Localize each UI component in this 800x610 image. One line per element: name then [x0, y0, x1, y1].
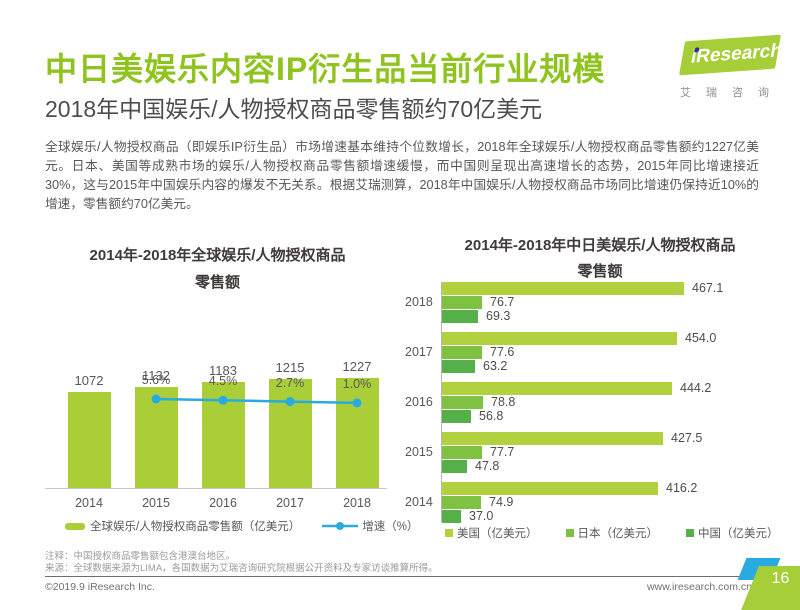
value-2014-series-2: 37.0	[469, 509, 494, 523]
value-2015-series-0: 427.5	[671, 431, 703, 445]
y-tick-2016: 2016	[405, 395, 433, 409]
chart-left-legend: 全球娱乐/人物授权商品零售额（亿美元） 增速（%）	[65, 518, 418, 534]
legend-usa-label: 美国（亿美元）	[457, 528, 538, 540]
footnote-1: 注释：中国授权商品零售额包含港澳台地区。	[45, 551, 236, 562]
bar-2018	[336, 378, 379, 488]
value-2016-series-1: 78.8	[491, 395, 516, 409]
bar-value-2017: 1215	[275, 360, 305, 375]
bar-2014-series-2	[442, 510, 461, 523]
bar-2018-series-0	[442, 282, 684, 295]
value-2016-series-2: 56.8	[479, 409, 504, 423]
bar-2016-series-1	[442, 396, 483, 409]
bar-2018-series-2	[442, 310, 478, 323]
logo-chinese-name: 艾瑞咨询	[680, 87, 784, 99]
bar-2014	[68, 392, 111, 488]
y-tick-2014: 2014	[405, 495, 433, 509]
bar-value-2014: 1072	[74, 373, 104, 388]
iresearch-logo: iResearch 艾瑞咨询	[679, 34, 784, 102]
chart-left-x-axis	[45, 488, 387, 489]
value-2014-series-1: 74.9	[489, 495, 514, 509]
legend-item-japan: 日本（亿美元）	[565, 525, 659, 541]
growth-label-1: 4.5%	[208, 374, 238, 389]
legend-japan-swatch-icon	[565, 529, 574, 537]
footnote-2: 来源：全球数据来源为LIMA，各国数据为艾瑞咨询研究院根据公开资料及专家访谈推算…	[45, 563, 438, 574]
legend-line-label: 增速（%）	[362, 521, 419, 533]
bar-2016-series-0	[442, 382, 672, 395]
legend-china-label: 中国（亿美元）	[698, 528, 779, 540]
chart-left-title-line1: 2014年-2018年全球娱乐/人物授权商品	[89, 247, 346, 264]
x-tick-2018: 2018	[343, 496, 371, 510]
value-2015-series-1: 77.7	[490, 445, 515, 459]
legend-item-china: 中国（亿美元）	[686, 525, 779, 541]
value-2017-series-1: 77.6	[490, 345, 515, 359]
y-tick-2015: 2015	[405, 445, 433, 459]
bar-2017-series-1	[442, 346, 482, 359]
x-tick-2016: 2016	[209, 496, 237, 510]
x-tick-2015: 2015	[142, 496, 170, 510]
x-tick-2014: 2014	[75, 496, 103, 510]
growth-label-0: 5.6%	[141, 373, 171, 387]
footer-divider	[45, 576, 758, 577]
legend-line-dot-icon	[322, 522, 359, 530]
value-2016-series-0: 444.2	[680, 381, 712, 395]
bar-2017	[269, 379, 312, 488]
growth-label-2: 2.7%	[275, 375, 305, 390]
chart-left-title-line2: 零售额	[194, 274, 240, 291]
bar-2018-series-1	[442, 296, 482, 309]
legend-china-swatch-icon	[686, 529, 694, 537]
chart-right-title-line2: 零售额	[577, 263, 623, 280]
legend-bar-label: 全球娱乐/人物授权商品零售额（亿美元）	[90, 521, 301, 533]
chart-left-plot-area: 1072 2014 1132 2015 1183 2016 1215 2017 1227 2018…	[45, 305, 390, 510]
copyright-text: ©2019.9 iResearch Inc.	[45, 581, 155, 593]
chart-right-legend: 美国（亿美元） 日本（亿美元） 中国（亿美元）	[445, 525, 779, 541]
bar-2016	[202, 382, 245, 488]
value-2018-series-0: 467.1	[692, 281, 724, 295]
chart-right-plot-area: 2018 467.1 76.7 69.3 2017 454.0 77.6 63.2 2016 44…	[405, 235, 795, 535]
value-2017-series-0: 454.0	[685, 331, 717, 345]
value-2014-series-0: 416.2	[666, 481, 698, 495]
bar-value-2015: 1132	[142, 368, 170, 383]
chart-right-title-line1: 2014年-2018年中日美娱乐/人物授权商品	[464, 237, 736, 254]
logo-brand-text: iResearch	[689, 40, 784, 68]
legend-japan-label: 日本（亿美元）	[577, 528, 659, 540]
growth-label-3: 1.0%	[342, 376, 372, 391]
bar-2017-series-2	[442, 360, 475, 373]
bar-2015	[135, 387, 178, 488]
bar-2016-series-2	[442, 410, 471, 423]
y-tick-2017: 2017	[405, 345, 433, 359]
x-tick-2017: 2017	[276, 496, 304, 510]
bar-2015-series-0	[442, 432, 663, 445]
value-2018-series-1: 76.7	[490, 295, 515, 309]
value-2017-series-2: 63.2	[483, 359, 508, 373]
legend-usa-swatch-icon	[445, 529, 453, 537]
chart-right-y-axis	[441, 282, 442, 522]
page-title: 中日美娱乐内容IP衍生品当前行业规模	[45, 51, 606, 87]
value-2018-series-2: 69.3	[486, 309, 511, 323]
body-paragraph: 全球娱乐/人物授权商品（即娱乐IP衍生品）市场增速基本维持个位数增长，2018年…	[45, 140, 759, 211]
bar-2015-series-2	[442, 460, 467, 473]
legend-item-retail: 全球娱乐/人物授权商品零售额（亿美元）	[65, 518, 300, 534]
bar-value-2018: 1227	[342, 359, 372, 374]
page-number: 16	[771, 570, 790, 587]
chart-country-retail: 2014年-2018年中日美娱乐/人物授权商品 零售额 2018 467.1 76.…	[405, 235, 795, 545]
bar-2015-series-1	[442, 446, 482, 459]
chart-global-retail: 2014年-2018年全球娱乐/人物授权商品 零售额 1072 2014 1132 2…	[45, 245, 418, 545]
bar-value-2016: 1183	[209, 363, 237, 378]
website-link[interactable]: www.iresearch.com.cn	[646, 581, 752, 593]
bar-2014-series-1	[442, 496, 481, 509]
y-tick-2018: 2018	[405, 295, 433, 309]
legend-item-growth: 增速（%）	[322, 518, 418, 534]
legend-item-usa: 美国（亿美元）	[445, 525, 538, 541]
value-2015-series-2: 47.8	[475, 459, 500, 473]
bar-2017-series-0	[442, 332, 677, 345]
logo-flag: iResearch	[679, 34, 784, 76]
legend-bar-swatch-icon	[65, 522, 85, 530]
bar-2014-series-0	[442, 482, 658, 495]
page-subtitle: 2018年中国娱乐/人物授权商品零售额约70亿美元	[45, 96, 543, 122]
